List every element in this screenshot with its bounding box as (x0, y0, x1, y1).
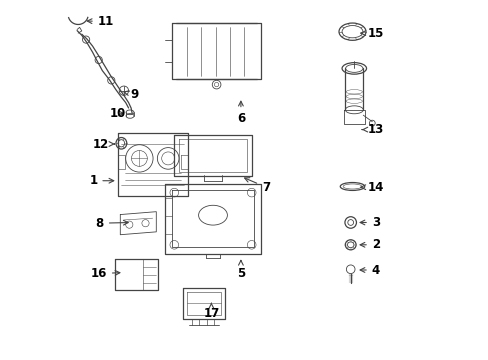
Text: 9: 9 (124, 88, 139, 101)
Text: 1: 1 (89, 174, 114, 187)
Text: 6: 6 (236, 101, 244, 125)
Text: 11: 11 (87, 15, 114, 28)
Text: 5: 5 (236, 260, 244, 280)
Text: 15: 15 (360, 27, 383, 40)
Text: 3: 3 (359, 216, 379, 229)
Text: 4: 4 (359, 264, 379, 276)
Text: 17: 17 (203, 303, 219, 320)
Text: 8: 8 (96, 217, 128, 230)
Text: 14: 14 (360, 181, 383, 194)
Text: 12: 12 (92, 138, 114, 150)
Text: 2: 2 (359, 238, 379, 251)
Text: 7: 7 (244, 178, 269, 194)
Text: 13: 13 (362, 123, 383, 136)
Text: 10: 10 (109, 107, 125, 120)
Text: 16: 16 (90, 267, 120, 280)
